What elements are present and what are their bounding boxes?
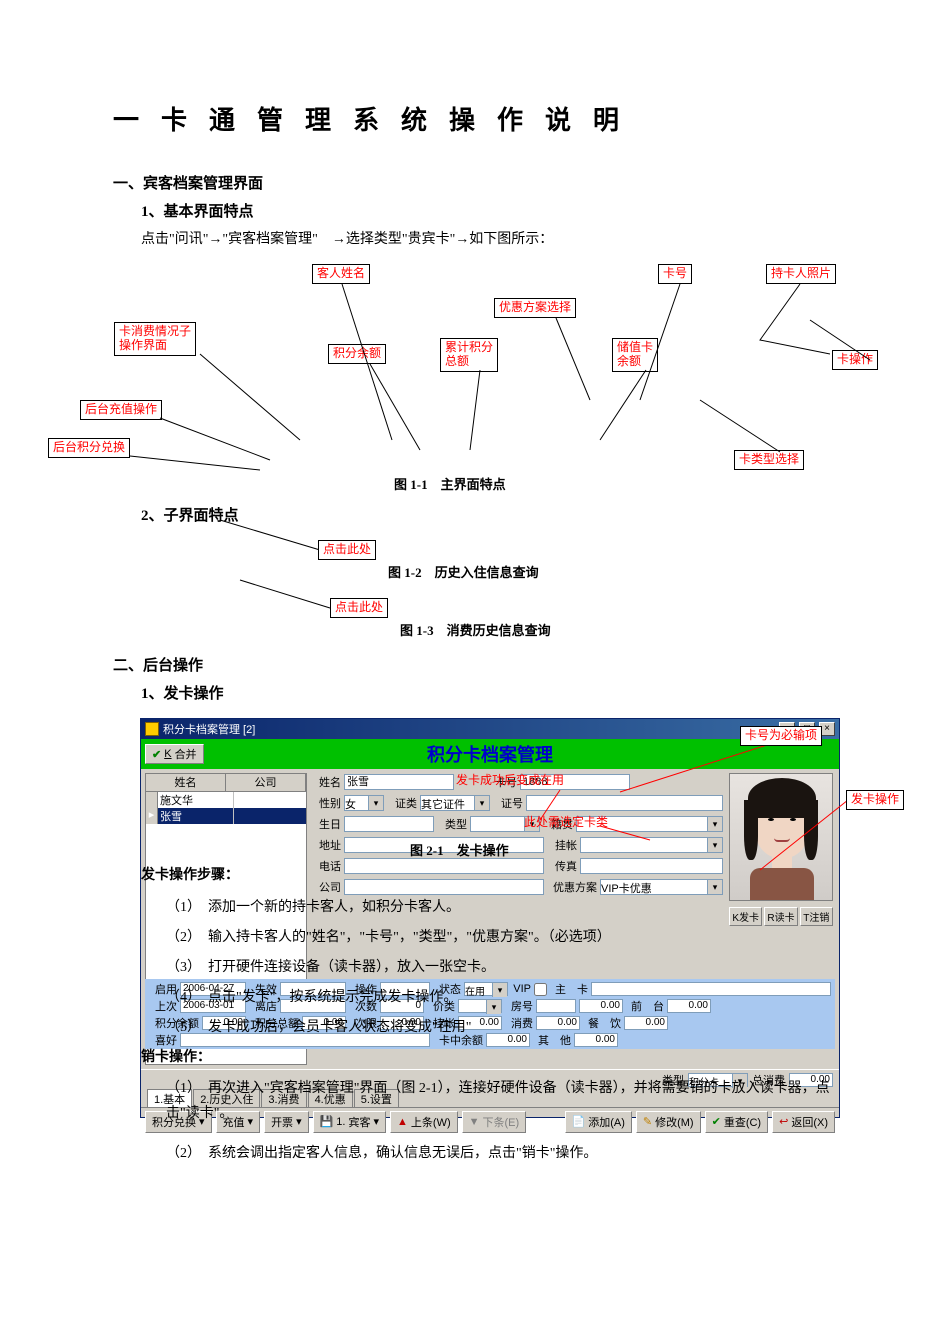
list-item[interactable]: ▸张雪 [146,808,306,824]
label-link: 挂帐 [547,837,577,853]
cardbal-field: 0.00 [486,1033,530,1047]
callout-card-number: 卡号 [658,264,692,284]
window-titlebar: 积分卡档案管理 [2] _ □ × [141,719,839,739]
issue-step-1: （1） 添加一个新的持卡客人，如积分卡客人。 [166,896,460,916]
consume-amt: 0.00 [536,1016,580,1030]
issue-card-button[interactable]: K发卡 [729,907,762,926]
guest-list-header: 姓名 公司 [146,774,306,792]
toolbar-green: ✔ K 合并 积分卡档案管理 [141,739,839,769]
callout-points-sum: 累计积分 总额 [440,338,498,372]
window-title: 积分卡档案管理 [2] [163,721,255,737]
callout-discount-plan: 优惠方案选择 [494,298,576,318]
card-op-buttons: K发卡 R读卡 T注销 [729,907,833,926]
label-consume: 消费 [505,1015,533,1031]
cancel-steps-heading: 销卡操作： [141,1046,211,1066]
issue-step-5: （5） 发卡成功后，会员卡客人状态将变成"在用" [166,1016,471,1036]
col-name: 姓名 [146,774,226,791]
sex-select[interactable]: 女 [344,795,384,811]
col-company: 公司 [226,774,306,791]
callout-click-here-1: 点击此处 [318,540,376,560]
vip-checkbox[interactable] [534,983,547,996]
read-card-button[interactable]: R读卡 [764,907,797,926]
callout-cardno-required: 卡号为必输项 [740,726,822,746]
issue-step-3: （3） 打开硬件连接设备（读卡器），放入一张空卡。 [166,956,495,976]
section-2-heading: 二、后台操作 [113,654,203,675]
meal-amt: 0.00 [624,1016,668,1030]
label-vip: VIP [511,983,531,995]
guest-form: 姓名 张雪 卡号 1888 性别 女 证类 其它证件 证号 生日 类型 籍贯 [313,773,723,899]
callout-points-balance: 积分余额 [328,344,386,364]
cardholder-photo [729,773,833,901]
fax-field[interactable] [580,858,723,874]
label-fax: 传真 [547,858,577,874]
label-idno: 证号 [493,795,523,811]
birth-field[interactable] [344,816,434,832]
figure-1-3-caption: 图 1-3 消费历史信息查询 [400,620,551,639]
callout-need-cardtype: 此处需选定卡类 [520,814,612,832]
label-membertype: 类型 [437,816,467,832]
callout-stored-balance: 储值卡 余额 [612,338,658,372]
label-plan: 优惠方案 [547,879,597,895]
cancel-step-1: （1） 再次进入"宾客档案管理"界面（图 2-1），连接好硬件设备（读卡器），并… [166,1076,836,1126]
name-field[interactable]: 张雪 [344,774,454,790]
app-icon [145,722,159,736]
label-idtype: 证类 [387,795,417,811]
figure-2-1-caption: 图 2-1 发卡操作 [410,840,509,859]
room-amt: 0.00 [579,999,623,1013]
issue-steps-heading: 发卡操作步骤： [141,864,239,884]
section-1-1-heading: 1、基本界面特点 [141,200,254,221]
label-birth: 生日 [313,816,341,832]
cancel-step-2: （2） 系统会调出指定客人信息，确认信息无误后，点击"销卡"操作。 [166,1142,597,1162]
label-front: 前 台 [626,998,664,1014]
page-title: 一卡通管理系统操作说明 [113,100,833,137]
section-2-1-heading: 1、发卡操作 [141,682,224,703]
issue-step-4: （4） 点击"发卡"，按系统提示完成发卡操作。 [166,986,457,1006]
idtype-select[interactable]: 其它证件 [420,795,490,811]
callout-status-inuse: 发卡成功后变成在用 [452,772,568,790]
merge-label: K [164,748,171,760]
banner-title: 积分卡档案管理 [141,741,839,767]
list-item[interactable]: 施文华 [146,792,306,808]
figure-1-2-caption: 图 1-2 历史入住信息查询 [388,562,539,581]
idno-field[interactable] [526,795,723,811]
callout-click-here-2: 点击此处 [330,598,388,618]
front-amt: 0.00 [667,999,711,1013]
plan-select[interactable]: VIP卡优惠 [600,879,723,895]
company-field[interactable] [344,879,544,895]
figure-1-1-caption: 图 1-1 主界面特点 [394,474,506,493]
cancel-card-button[interactable]: T注销 [800,907,833,926]
label-addr: 地址 [313,837,341,853]
link-select[interactable] [580,837,723,853]
issue-step-2: （2） 输入持卡客人的"姓名"，"卡号"，"类型"，"优惠方案"。（必选项） [166,926,611,946]
section-1-2-heading: 2、子界面特点 [141,504,239,525]
maincard-field[interactable] [591,982,831,996]
callout-recharge: 后台充值操作 [80,400,162,420]
label-other: 其 他 [533,1032,571,1048]
callout-card-type-select: 卡类型选择 [734,450,804,470]
label-company: 公司 [313,879,341,895]
status-select[interactable]: 在用 [464,982,508,996]
label-tel: 电话 [313,858,341,874]
row-marker-icon: ▸ [146,808,158,824]
label-meal: 餐 饮 [583,1015,621,1031]
callout-consume-subui: 卡消费情况子 操作界面 [114,322,196,356]
room-field [536,999,576,1013]
label-maincard: 主 卡 [550,981,588,997]
callout-card-operation: 卡操作 [832,350,878,370]
section-1-heading: 一、宾客档案管理界面 [113,172,263,193]
callout-cardholder-photo: 持卡人照片 [766,264,836,284]
label-name: 姓名 [313,774,341,790]
callout-customer-name: 客人姓名 [312,264,370,284]
section-1-1-body: 点击"问讯"→"宾客档案管理" →选择类型"贵宾卡"→如下图所示： [141,228,553,248]
other-amt: 0.00 [574,1033,618,1047]
pricecat-select[interactable] [458,999,502,1013]
callout-redeem: 后台积分兑换 [48,438,130,458]
label-room: 房号 [505,998,533,1014]
check-icon: ✔ [152,748,161,761]
merge-button[interactable]: ✔ K 合并 [145,744,204,764]
callout-issue-card: 发卡操作 [846,790,904,810]
label-sex: 性别 [313,795,341,811]
diagram-1-lines [0,0,945,520]
tel-field[interactable] [344,858,544,874]
